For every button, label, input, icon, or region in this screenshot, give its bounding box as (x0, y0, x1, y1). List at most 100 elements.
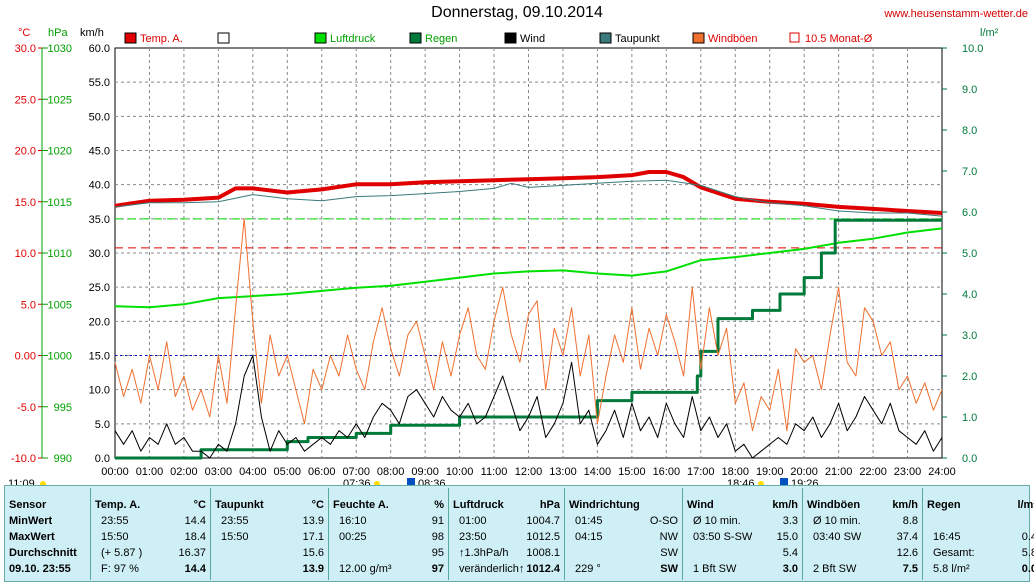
tick-label-temp: 20.0 (15, 146, 36, 158)
legend-swatch (789, 32, 800, 43)
column-header: Regen (927, 499, 961, 511)
column-unit: °C (193, 499, 206, 511)
tick-label-time: 15:00 (618, 466, 646, 478)
legend-swatch (692, 32, 705, 44)
row-label-column: Sensor MinWert MaxWert Durchschnitt 09.1… (5, 488, 91, 580)
tick-label-time: 19:00 (756, 466, 784, 478)
tick-label-kmh: 50.0 (89, 111, 110, 123)
cell-label: Gesamt: (933, 547, 975, 559)
tick-label-temp: 25.0 (15, 94, 36, 106)
column-header: Taupunkt (215, 499, 264, 511)
tick-label-hpa: 1025 (48, 94, 72, 106)
column-header: Wind (687, 499, 714, 511)
column-header: Temp. A. (95, 499, 141, 511)
cell-label: 23:50 (459, 531, 487, 543)
cell-label: 15:50 (221, 531, 249, 543)
series-line-taupunkt (114, 179, 943, 217)
unit-label-temp: °C (18, 27, 30, 39)
cell-value: 95 (431, 547, 444, 559)
tick-label-rain: 1.0 (962, 412, 977, 424)
tick-label-hpa: 1005 (48, 299, 72, 311)
cell-label: 15:50 (101, 531, 129, 543)
cell-value: 91 (431, 515, 444, 527)
tick-label-rain: 10.0 (962, 43, 983, 55)
tick-label-time: 16:00 (653, 466, 681, 478)
tick-label-hpa: 1015 (48, 197, 72, 209)
tick-label-time: 00:00 (101, 466, 129, 478)
tick-label-temp: -10.0 (11, 453, 36, 465)
cell-label: 03:50 S-SW (693, 531, 753, 543)
tick-label-rain: 9.0 (962, 84, 977, 96)
weather-chart: 0.0 5.0 10.0 15.0 20.0 25.0 30.0 35.0 40.0 45.0 50… (8, 27, 999, 487)
tick-label-rain: 6.0 (962, 207, 977, 219)
cell-value: SW (660, 547, 678, 559)
series-line-windb-en (114, 218, 943, 432)
moonrise-time: 19:26 (791, 478, 819, 487)
column-unit: hPa (539, 499, 560, 511)
tick-label-hpa: 995 (54, 402, 72, 414)
tick-label-time: 03:00 (205, 466, 233, 478)
tick-label-time: 07:00 (342, 466, 370, 478)
cell-label: 23:55 (101, 515, 129, 527)
cell-value: 3.3 (782, 515, 798, 527)
tick-label-time: 24:00 (928, 466, 956, 478)
tick-label-kmh: 40.0 (89, 180, 110, 192)
cell-label: 00:25 (339, 531, 367, 543)
tick-label-time: 21:00 (825, 466, 853, 478)
cell-label: 16:10 (339, 515, 367, 527)
stats-column-windrichtung: Windrichtung 01:45 O-SO 04:15 NW SW 229 ° SW (565, 488, 683, 580)
tick-label-temp: -5.0 (17, 402, 36, 414)
tick-label-hpa: 1010 (48, 248, 72, 260)
tick-label-time: 12:00 (515, 466, 543, 478)
cell-label: 23:55 (221, 515, 249, 527)
series-line-temp-a- (114, 170, 943, 215)
row-label-current: 09.10. 23:55 (9, 563, 71, 575)
tick-label-time: 18:00 (721, 466, 749, 478)
tick-label-kmh: 35.0 (89, 214, 110, 226)
legend-swatch (409, 32, 422, 44)
stats-panel: Sensor MinWert MaxWert Durchschnitt 09.1… (4, 485, 1034, 582)
tick-label-time: 22:00 (859, 466, 887, 478)
cell-value: 1012.5 (526, 531, 560, 543)
site-url[interactable]: www.heusenstamm-wetter.de (884, 8, 1028, 20)
tick-label-kmh: 30.0 (89, 248, 110, 260)
legend-label: Temp. A. (140, 33, 183, 45)
tick-label-rain: 4.0 (962, 289, 977, 301)
tick-label-rain: 3.0 (962, 330, 977, 342)
cell-label: 01:00 (459, 515, 487, 527)
legend-label: Windböen (708, 33, 758, 45)
moonrise-icon (780, 478, 788, 486)
cell-value: 0.0 (1021, 563, 1034, 575)
tick-label-time: 10:00 (446, 466, 474, 478)
sunrise-time: 07:36 (343, 478, 371, 487)
cell-label: 04:15 (575, 531, 603, 543)
chart-title: Donnerstag, 09.10.2014 (431, 4, 603, 21)
column-header: Windböen (807, 499, 861, 511)
time-label-start: 11:09 (8, 478, 35, 487)
tick-label-rain: 7.0 (962, 166, 977, 178)
stats-column-regen: Regen l/m² 16:45 0.4 Gesamt: 5.8 5.8 l/m² 0.0 (923, 488, 1034, 580)
tick-label-temp: 0.00 (15, 351, 36, 363)
row-label-avg: Durchschnitt (9, 547, 77, 559)
column-header: Luftdruck (453, 499, 504, 511)
tick-label-time: 02:00 (170, 466, 198, 478)
cell-value: 98 (431, 531, 444, 543)
tick-label-temp: 10.0 (15, 248, 36, 260)
legend-swatch (314, 32, 327, 44)
sunset-time: 18:46 (727, 478, 755, 487)
tick-label-time: 23:00 (894, 466, 922, 478)
tick-label-kmh: 60.0 (89, 43, 110, 55)
stats-column-wind: Wind km/h Ø 10 min. 3.3 03:50 S-SW 15.0 5.4 1 B… (683, 488, 803, 580)
unit-label-hpa: hPa (48, 27, 68, 39)
stats-column-feuchte-a-: Feuchte A.% 16:10 91 00:25 98 95 12.00 g/m³ 97 (329, 488, 449, 580)
column-unit: km/h (892, 499, 918, 511)
tick-label-kmh: 45.0 (89, 146, 110, 158)
cell-value: 0.4 (1021, 531, 1034, 543)
tick-label-kmh: 25.0 (89, 282, 110, 294)
tick-label-time: 14:00 (584, 466, 612, 478)
cell-label: 5.8 l/m² (933, 563, 970, 575)
tick-label-rain: 5.0 (962, 248, 977, 260)
tick-label-time: 13:00 (549, 466, 577, 478)
stats-column-windb-en: Windböen km/h Ø 10 min. 8.8 03:40 SW 37.4 12.6… (803, 488, 923, 580)
cell-label: 229 ° (575, 563, 601, 575)
